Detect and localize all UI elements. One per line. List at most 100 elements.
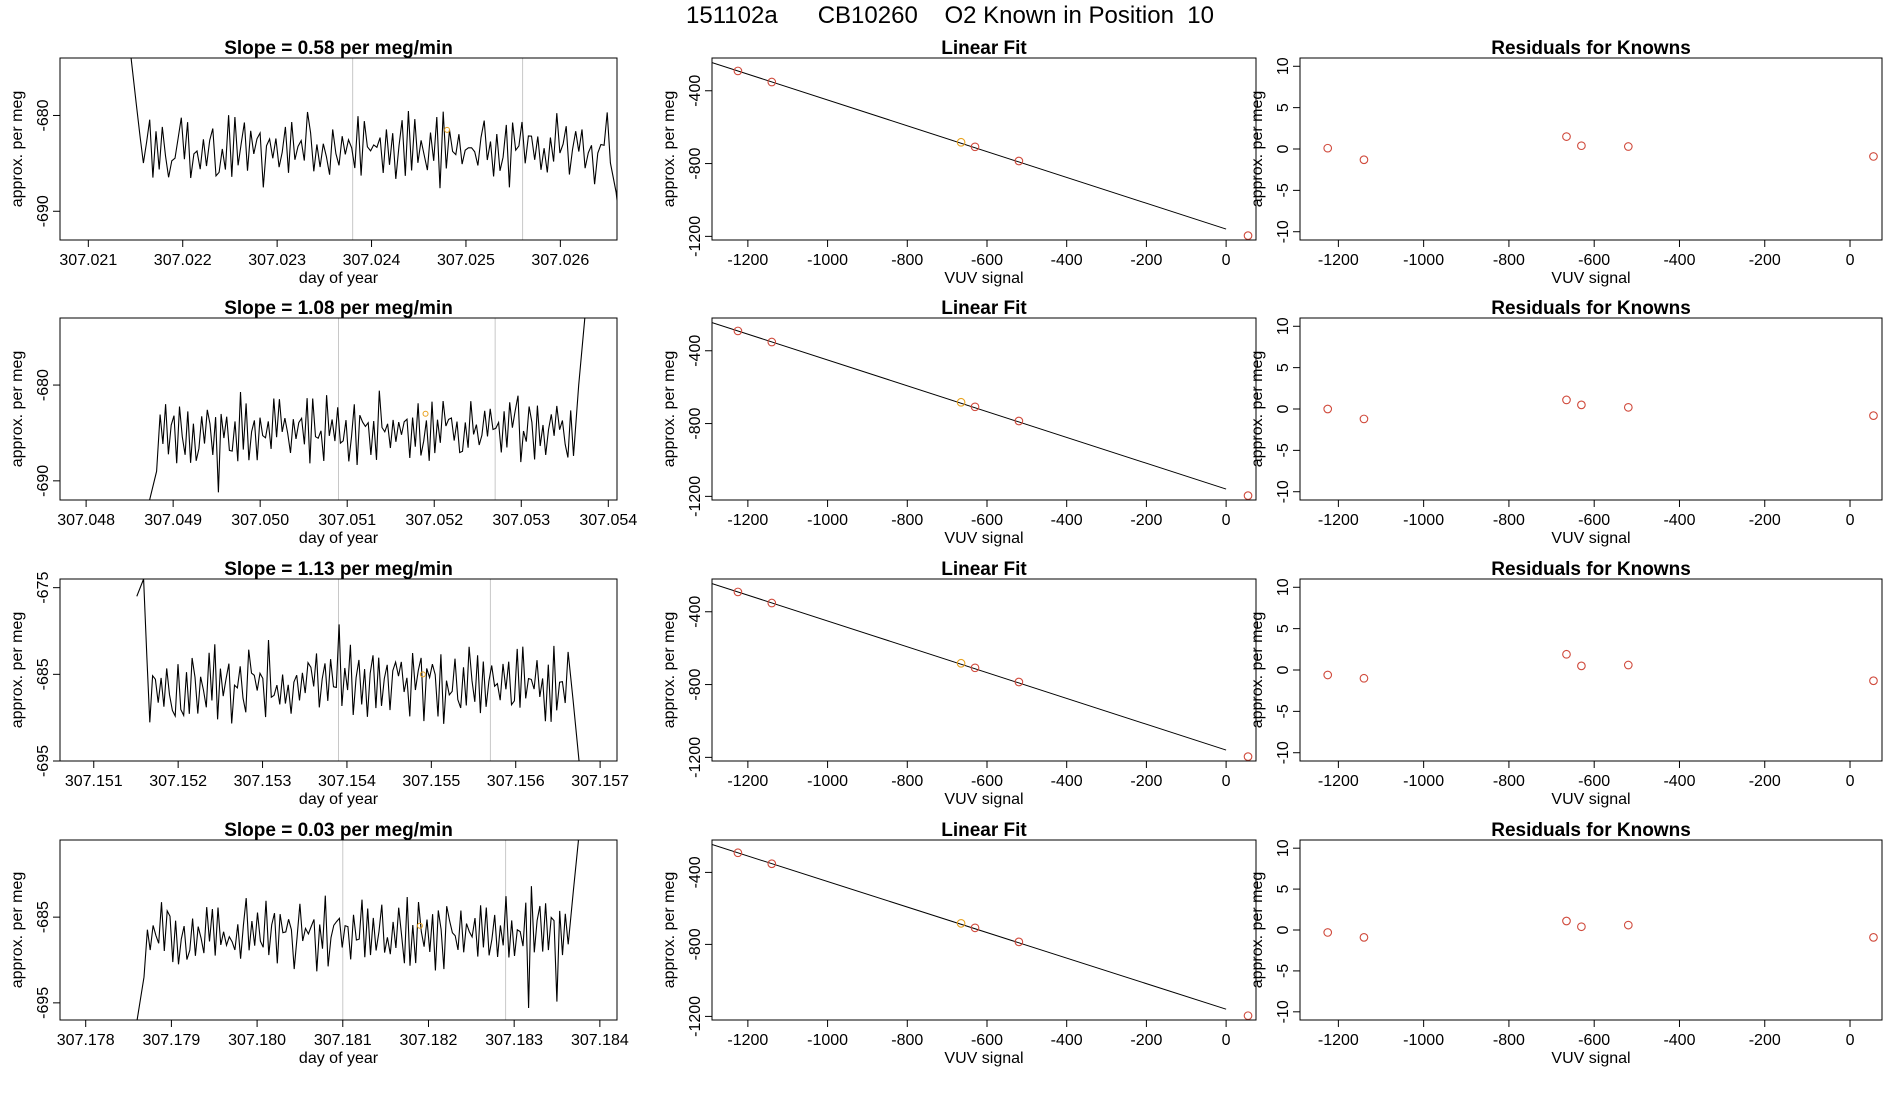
y-tick-label: -680 (35, 369, 52, 401)
y-tick-label: -5 (1275, 704, 1292, 718)
y-axis-label: approx. per meg (9, 872, 26, 989)
plot-frame (711, 578, 1257, 762)
x-tick-label: -600 (971, 512, 1003, 529)
x-tick-label: 307.156 (487, 773, 545, 790)
x-tick-label: -200 (1749, 1032, 1781, 1049)
x-tick-label: 0 (1846, 1032, 1855, 1049)
x-tick-label: 307.178 (57, 1032, 115, 1049)
data-point (956, 397, 966, 407)
panel-timeseries-row4: Slope = 0.03 per meg/min 307.178 307.179 30… (9, 820, 629, 1067)
highlight-point (416, 922, 423, 929)
x-tick-label: -800 (891, 512, 923, 529)
data-point (1869, 933, 1878, 942)
x-tick-label: -600 (1578, 1032, 1610, 1049)
x-tick-label: -1200 (1318, 252, 1359, 269)
x-tick-label: 307.049 (144, 512, 202, 529)
x-tick-label: 307.022 (154, 252, 212, 269)
x-tick-label: -800 (891, 773, 923, 790)
data-point (1562, 132, 1571, 141)
y-tick-label: -400 (687, 856, 704, 888)
x-tick-label: 0 (1222, 773, 1231, 790)
y-tick-label: 5 (1275, 103, 1292, 112)
y-tick-label: -10 (1275, 220, 1292, 243)
x-tick-label: -1000 (807, 1032, 848, 1049)
x-tick-label: -400 (1663, 1032, 1695, 1049)
data-point (1623, 402, 1633, 412)
x-tick-label: 307.181 (314, 1032, 372, 1049)
x-tick-label: 307.023 (248, 252, 306, 269)
x-tick-label: -1200 (727, 1032, 768, 1049)
x-tick-label: 307.050 (231, 512, 289, 529)
x-tick-label: -800 (891, 252, 923, 269)
x-tick-label: 307.053 (492, 512, 550, 529)
data-point (1243, 491, 1253, 500)
y-axis-label: approx. per meg (1249, 612, 1266, 729)
x-tick-label: 307.180 (228, 1032, 286, 1049)
x-tick-label: -1000 (1403, 1032, 1444, 1049)
y-axis-label: approx. per meg (9, 612, 26, 729)
y-tick-label: -685 (35, 901, 52, 933)
panel-fit-row4: Linear Fit -1200 -1000 -800 -600 -400 -200 0 VUV… (661, 820, 1257, 1067)
x-tick-label: -800 (1493, 512, 1525, 529)
plot-frame (1299, 317, 1883, 501)
x-tick-label: -200 (1749, 773, 1781, 790)
x-axis-label: VUV signal (1551, 270, 1630, 287)
highlight-point (444, 126, 451, 133)
data-point (1014, 156, 1024, 166)
data-point (1623, 920, 1633, 930)
panel-title: Linear Fit (941, 38, 1027, 59)
x-axis-label: day of year (299, 791, 379, 808)
data-point (970, 923, 980, 933)
x-tick-label: 307.024 (343, 252, 401, 269)
y-tick-label: -400 (687, 596, 704, 628)
x-tick-label: -600 (1578, 773, 1610, 790)
y-tick-label: -685 (35, 658, 52, 690)
x-tick-label: -400 (1051, 512, 1083, 529)
data-point (1562, 649, 1571, 659)
plot-area (712, 583, 1253, 761)
x-tick-label: 307.048 (57, 512, 115, 529)
data-point (733, 66, 743, 76)
y-tick-label: -690 (35, 195, 52, 227)
x-tick-label: 307.183 (485, 1032, 543, 1049)
figure-title: 151102a CB10260 O2 Known in Position 10 (686, 2, 1214, 29)
x-tick-label: -600 (971, 773, 1003, 790)
fit-line (712, 583, 1227, 751)
y-tick-label: -5 (1275, 443, 1292, 457)
plot-area (136, 579, 580, 761)
data-point (1359, 155, 1369, 165)
x-tick-label: -400 (1051, 252, 1083, 269)
y-tick-label: -800 (687, 668, 704, 700)
panel-title: Slope = 0.03 per meg/min (224, 820, 453, 841)
x-axis-label: VUV signal (944, 1050, 1023, 1067)
y-tick-label: -400 (687, 335, 704, 367)
y-tick-label: 0 (1275, 404, 1292, 413)
data-point (767, 337, 777, 347)
x-tick-label: 307.025 (437, 252, 495, 269)
x-tick-label: -1200 (1318, 512, 1359, 529)
plot-frame (59, 317, 618, 501)
data-point (1243, 752, 1253, 761)
data-point (1577, 141, 1586, 151)
y-axis-label: approx. per meg (661, 91, 678, 208)
x-axis-label: VUV signal (944, 791, 1023, 808)
data-point (1323, 928, 1333, 937)
timeseries-line (136, 840, 580, 1020)
x-tick-label: 0 (1846, 512, 1855, 529)
y-tick-label: 5 (1275, 363, 1292, 372)
data-point (1577, 922, 1586, 932)
x-tick-label: -200 (1130, 773, 1162, 790)
x-tick-label: 307.054 (579, 512, 637, 529)
data-point (1359, 414, 1369, 424)
y-tick-label: -10 (1275, 741, 1292, 764)
x-tick-label: -600 (971, 1032, 1003, 1049)
y-tick-label: 0 (1275, 925, 1292, 934)
x-tick-label: 307.155 (402, 773, 460, 790)
plot-frame (711, 839, 1257, 1021)
plot-area (1323, 395, 1878, 424)
plot-area (1323, 916, 1878, 942)
panel-title: Residuals for Knowns (1491, 298, 1691, 319)
data-point (733, 587, 743, 597)
x-tick-label: -800 (1493, 252, 1525, 269)
